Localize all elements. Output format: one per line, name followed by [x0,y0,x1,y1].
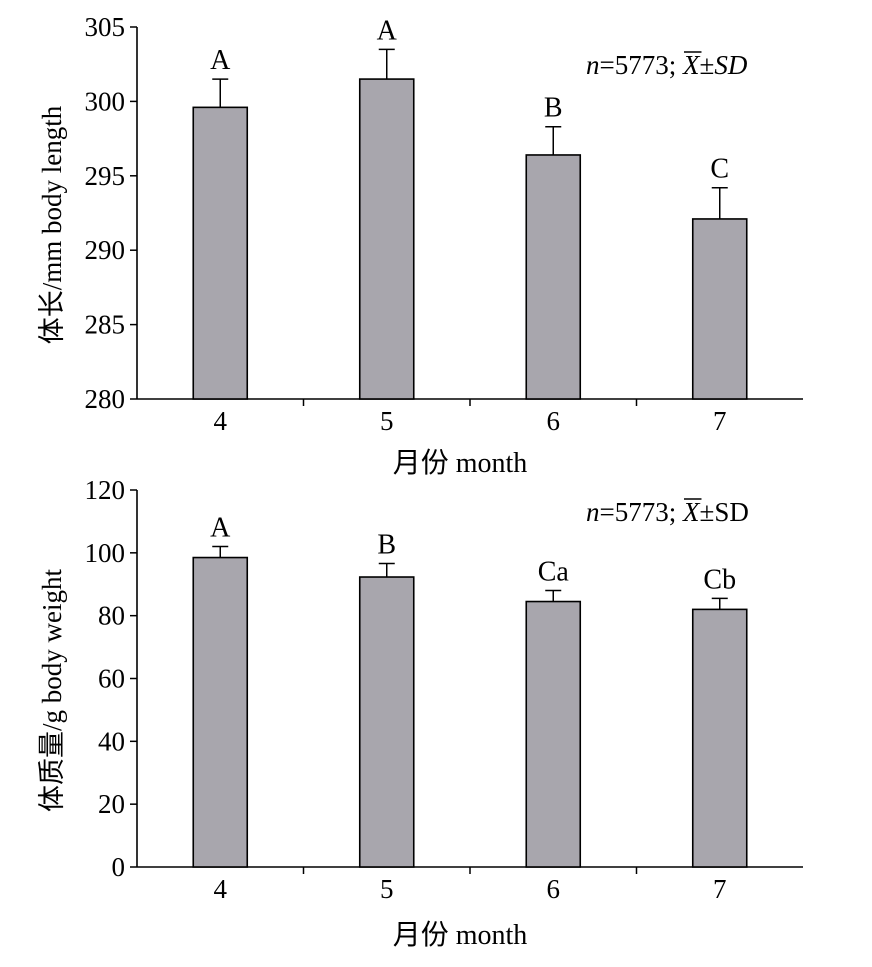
bar-5 [358,576,415,868]
bar-4 [192,556,249,868]
y-tick-label: 305 [85,12,126,42]
y-tick-label: 0 [112,852,126,882]
sample-annotation: n=5773; X±SD [586,497,749,527]
y-tick-label: 20 [98,789,125,819]
x-tick-label-6: 6 [547,406,561,436]
x-axis-title: 月份 month [393,919,528,951]
bar-4 [192,106,249,400]
significance-label-5: B [377,530,396,561]
bar-5 [358,78,415,400]
x-tick-label-7: 7 [713,406,727,436]
bar-6 [525,154,582,400]
bar-6 [525,600,582,868]
significance-label-7: Cb [703,564,736,595]
x-tick-label-4: 4 [214,874,228,904]
bar-7 [691,218,748,400]
significance-label-7: C [710,154,729,185]
y-tick-label: 285 [85,310,126,340]
sample-annotation: n=5773; X±SD [586,50,748,80]
y-axis-title: 体长/mm body length [37,105,67,344]
y-tick-label: 100 [85,538,126,568]
significance-label-4: A [210,45,231,76]
significance-label-5: A [377,15,398,46]
significance-label-4: A [210,513,231,544]
x-tick-label-4: 4 [214,406,228,436]
x-tick-label-5: 5 [380,406,394,436]
x-tick-label-5: 5 [380,874,394,904]
y-tick-label: 40 [98,726,125,756]
x-axis-title: 月份 month [393,447,528,479]
y-tick-label: 80 [98,601,125,631]
y-tick-label: 295 [85,161,126,191]
y-tick-label: 300 [85,86,126,116]
y-tick-label: 290 [85,235,126,265]
x-tick-label-7: 7 [713,874,727,904]
y-tick-label: 280 [85,384,126,414]
y-axis-title: 体质量/g body weight [37,569,67,812]
chart-panel-2: 0 20 40 60 80 100 120 A 4 B 5 Ca 6 Cb 7 月份 month 体质量/g b… [37,475,803,951]
significance-label-6: Ca [538,557,570,588]
x-tick-label-6: 6 [547,874,561,904]
y-tick-label: 120 [85,475,126,505]
y-tick-label: 60 [98,664,125,694]
chart-panel-1: 280 285 290 295 300 305 A 4 A 5 B 6 C 7 月份 month 体长/mm … [37,12,803,479]
significance-label-6: B [544,93,563,124]
bar-7 [691,608,748,868]
